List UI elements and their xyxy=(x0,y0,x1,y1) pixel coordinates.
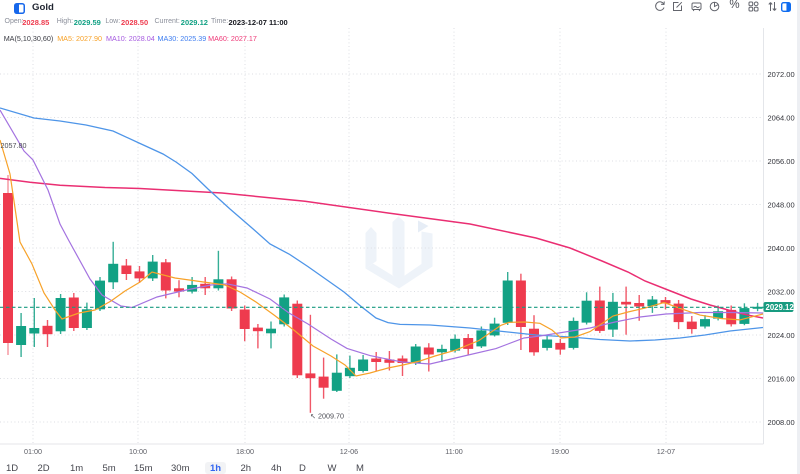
svg-text:19:00: 19:00 xyxy=(551,447,569,456)
svg-text:12-07: 12-07 xyxy=(657,447,675,456)
svg-text:2024.00: 2024.00 xyxy=(768,331,795,340)
svg-text:2029.12: 2029.12 xyxy=(766,303,795,312)
svg-text:2040.00: 2040.00 xyxy=(768,244,795,253)
svg-text:2008.00: 2008.00 xyxy=(768,418,795,427)
svg-text:2016.00: 2016.00 xyxy=(768,374,795,383)
svg-text:2048.00: 2048.00 xyxy=(768,200,795,209)
svg-text:12-06: 12-06 xyxy=(340,447,358,456)
svg-text:2064.00: 2064.00 xyxy=(768,113,795,122)
svg-text:2057.80: 2057.80 xyxy=(1,141,27,150)
svg-text:2072.00: 2072.00 xyxy=(768,70,795,79)
svg-text:2056.00: 2056.00 xyxy=(768,157,795,166)
svg-text:11:00: 11:00 xyxy=(445,447,462,456)
svg-text:18:00: 18:00 xyxy=(236,447,254,456)
svg-text:2032.00: 2032.00 xyxy=(768,287,795,296)
svg-text:01:00: 01:00 xyxy=(24,447,42,456)
svg-text:↖ 2009.70: ↖ 2009.70 xyxy=(310,411,344,420)
svg-text:10:00: 10:00 xyxy=(129,447,147,456)
